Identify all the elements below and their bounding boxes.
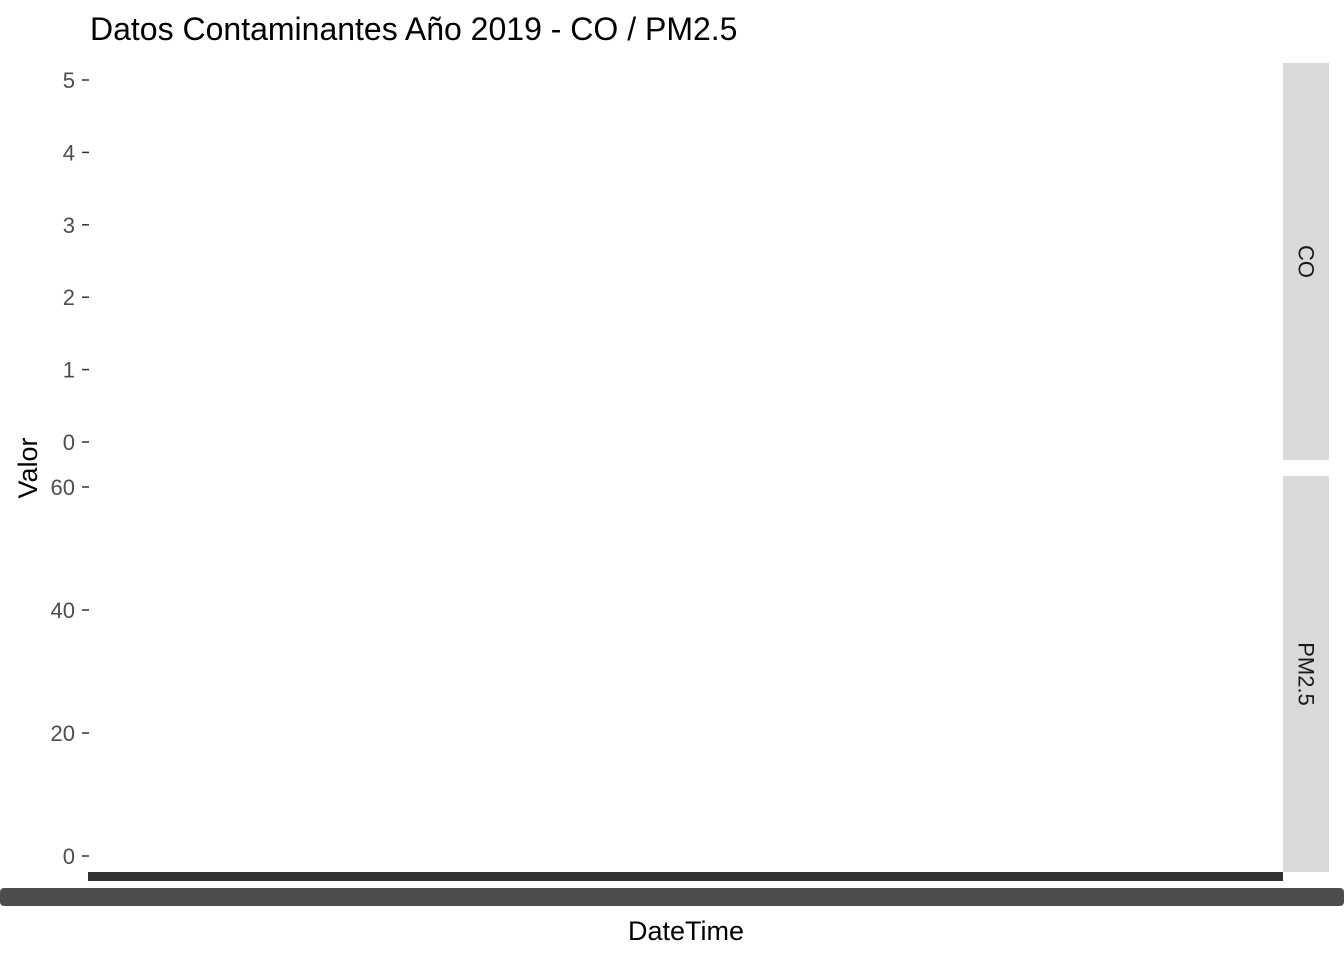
facet-panel-co: 0 1 2 3 4 5 CO (63, 63, 1329, 460)
facet-strip-label: CO (1294, 245, 1319, 278)
x-axis-bar (88, 872, 1283, 881)
horizontal-scrollbar[interactable] (0, 888, 1344, 906)
y-tick-label: 5 (63, 68, 75, 93)
y-tick-label: 4 (63, 140, 75, 165)
y-axis-title: Valor (13, 437, 43, 498)
chart-title: Datos Contaminantes Año 2019 - CO / PM2.… (90, 11, 737, 47)
y-tick-label: 60 (51, 475, 75, 500)
facet-strip-co (1283, 63, 1329, 460)
facet-panels: 0 1 2 3 4 5 CO 0 20 40 60 PM2.5 (51, 63, 1329, 872)
y-tick-label: 40 (51, 598, 75, 623)
y-tick-label: 3 (63, 213, 75, 238)
y-tick-label: 20 (51, 721, 75, 746)
y-tick-label: 2 (63, 285, 75, 310)
facet-strip-label: PM2.5 (1294, 642, 1319, 706)
facet-strip-pm2-5 (1283, 476, 1329, 872)
y-tick-label: 1 (63, 358, 75, 383)
facet-panel-pm2-5: 0 20 40 60 PM2.5 (51, 475, 1329, 872)
y-tick-label: 0 (63, 844, 75, 869)
x-axis-title: DateTime (628, 916, 744, 946)
y-tick-label: 0 (63, 430, 75, 455)
